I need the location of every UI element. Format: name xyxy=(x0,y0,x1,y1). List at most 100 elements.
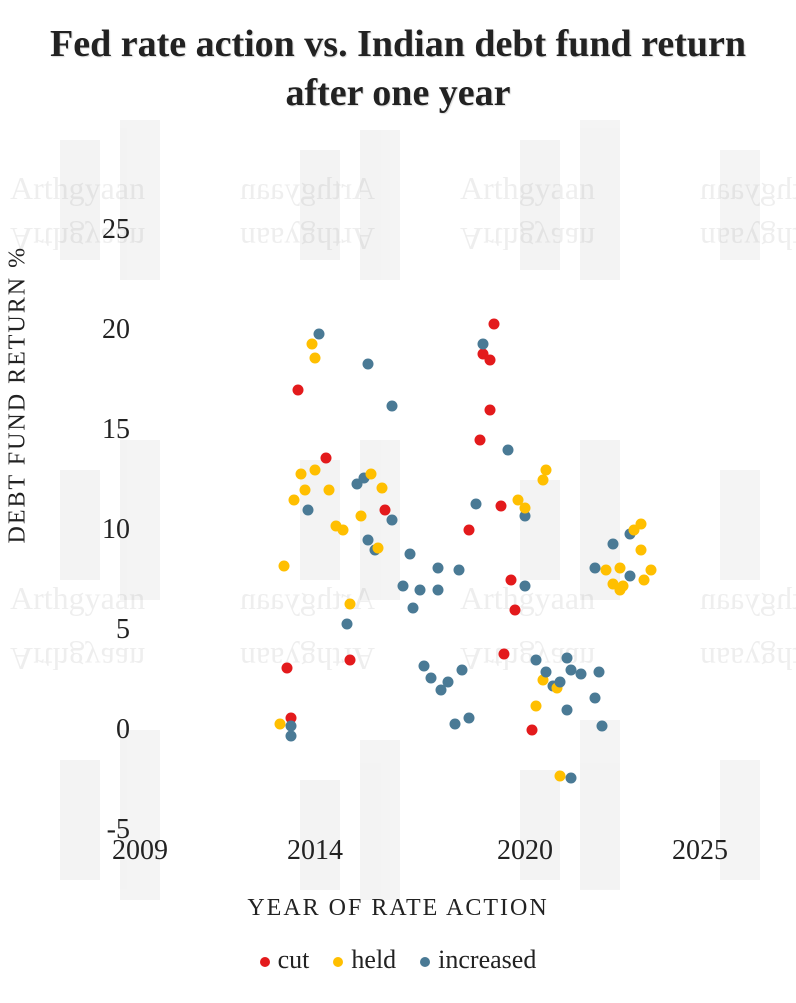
scatter-point xyxy=(310,465,321,476)
scatter-point xyxy=(355,511,366,522)
legend: cutheld increased xyxy=(0,945,796,975)
scatter-point xyxy=(590,693,601,704)
legend-dot-icon xyxy=(260,957,270,967)
scatter-point xyxy=(310,353,321,364)
scatter-point xyxy=(520,581,531,592)
scatter-point xyxy=(362,359,373,370)
scatter-point xyxy=(635,519,646,530)
scatter-point xyxy=(520,503,531,514)
scatter-point xyxy=(345,655,356,666)
scatter-point xyxy=(485,405,496,416)
scatter-point xyxy=(380,505,391,516)
legend-label: cut xyxy=(278,945,310,974)
scatter-point xyxy=(432,585,443,596)
y-tick: 0 xyxy=(116,714,130,746)
scatter-point xyxy=(464,525,475,536)
scatter-point xyxy=(576,669,587,680)
legend-item: cut xyxy=(260,945,310,975)
y-tick: 10 xyxy=(102,514,130,546)
scatter-point xyxy=(457,665,468,676)
scatter-point xyxy=(397,581,408,592)
scatter-point xyxy=(376,483,387,494)
scatter-point xyxy=(635,545,646,556)
scatter-point xyxy=(530,701,541,712)
scatter-point xyxy=(450,719,461,730)
scatter-point xyxy=(600,565,611,576)
scatter-point xyxy=(285,721,296,732)
y-tick: 5 xyxy=(116,614,130,646)
scatter-point xyxy=(313,329,324,340)
scatter-point xyxy=(499,649,510,660)
scatter-point xyxy=(541,465,552,476)
scatter-point xyxy=(278,561,289,572)
scatter-point xyxy=(555,677,566,688)
scatter-point xyxy=(639,575,650,586)
scatter-point xyxy=(306,339,317,350)
scatter-point xyxy=(425,673,436,684)
y-tick: 15 xyxy=(102,414,130,446)
legend-item: held xyxy=(333,945,396,975)
scatter-point xyxy=(282,663,293,674)
scatter-point xyxy=(488,319,499,330)
scatter-point xyxy=(565,773,576,784)
x-tick: 2025 xyxy=(672,835,728,867)
scatter-point xyxy=(387,401,398,412)
legend-label: increased xyxy=(438,945,536,974)
scatter-point xyxy=(485,355,496,366)
scatter-point xyxy=(625,571,636,582)
scatter-point xyxy=(562,653,573,664)
scatter-point xyxy=(338,525,349,536)
scatter-point xyxy=(443,677,454,688)
legend-dot-icon xyxy=(333,957,343,967)
chart-title: Fed rate action vs. Indian debt fund ret… xyxy=(0,20,796,119)
scatter-point xyxy=(502,445,513,456)
x-axis: 2009201420202025 xyxy=(140,830,700,890)
scatter-point xyxy=(275,719,286,730)
scatter-point xyxy=(614,563,625,574)
scatter-point xyxy=(387,515,398,526)
scatter-point xyxy=(495,501,506,512)
scatter-point xyxy=(408,603,419,614)
scatter-point xyxy=(366,469,377,480)
scatter-point xyxy=(362,535,373,546)
x-tick: 2009 xyxy=(112,835,168,867)
chart-container: Fed rate action vs. Indian debt fund ret… xyxy=(0,0,796,1003)
scatter-point xyxy=(303,505,314,516)
scatter-point xyxy=(478,339,489,350)
scatter-point xyxy=(607,539,618,550)
scatter-point xyxy=(471,499,482,510)
scatter-point xyxy=(418,661,429,672)
legend-dot-icon xyxy=(420,957,430,967)
scatter-point xyxy=(320,453,331,464)
scatter-point xyxy=(597,721,608,732)
x-tick: 2014 xyxy=(287,835,343,867)
scatter-point xyxy=(464,713,475,724)
scatter-point xyxy=(299,485,310,496)
scatter-point xyxy=(404,549,415,560)
scatter-point xyxy=(530,655,541,666)
scatter-point xyxy=(593,667,604,678)
scatter-point xyxy=(292,385,303,396)
scatter-point xyxy=(537,475,548,486)
scatter-point xyxy=(324,485,335,496)
scatter-point xyxy=(289,495,300,506)
scatter-point xyxy=(474,435,485,446)
scatter-point xyxy=(296,469,307,480)
scatter-point xyxy=(527,725,538,736)
x-axis-label: YEAR OF RATE ACTION xyxy=(0,895,796,922)
scatter-point xyxy=(415,585,426,596)
scatter-point xyxy=(618,581,629,592)
scatter-point xyxy=(341,619,352,630)
scatter-point xyxy=(555,771,566,782)
y-axis-label: DEBT FUND RETURN % xyxy=(5,246,32,544)
scatter-point xyxy=(345,599,356,610)
scatter-point xyxy=(565,665,576,676)
y-tick: 20 xyxy=(102,314,130,346)
scatter-point xyxy=(541,667,552,678)
y-tick: 25 xyxy=(102,214,130,246)
scatter-point xyxy=(509,605,520,616)
y-axis: -50510152025 xyxy=(70,230,130,830)
legend-item: increased xyxy=(420,945,536,975)
scatter-point xyxy=(373,543,384,554)
plot-area xyxy=(140,230,700,830)
